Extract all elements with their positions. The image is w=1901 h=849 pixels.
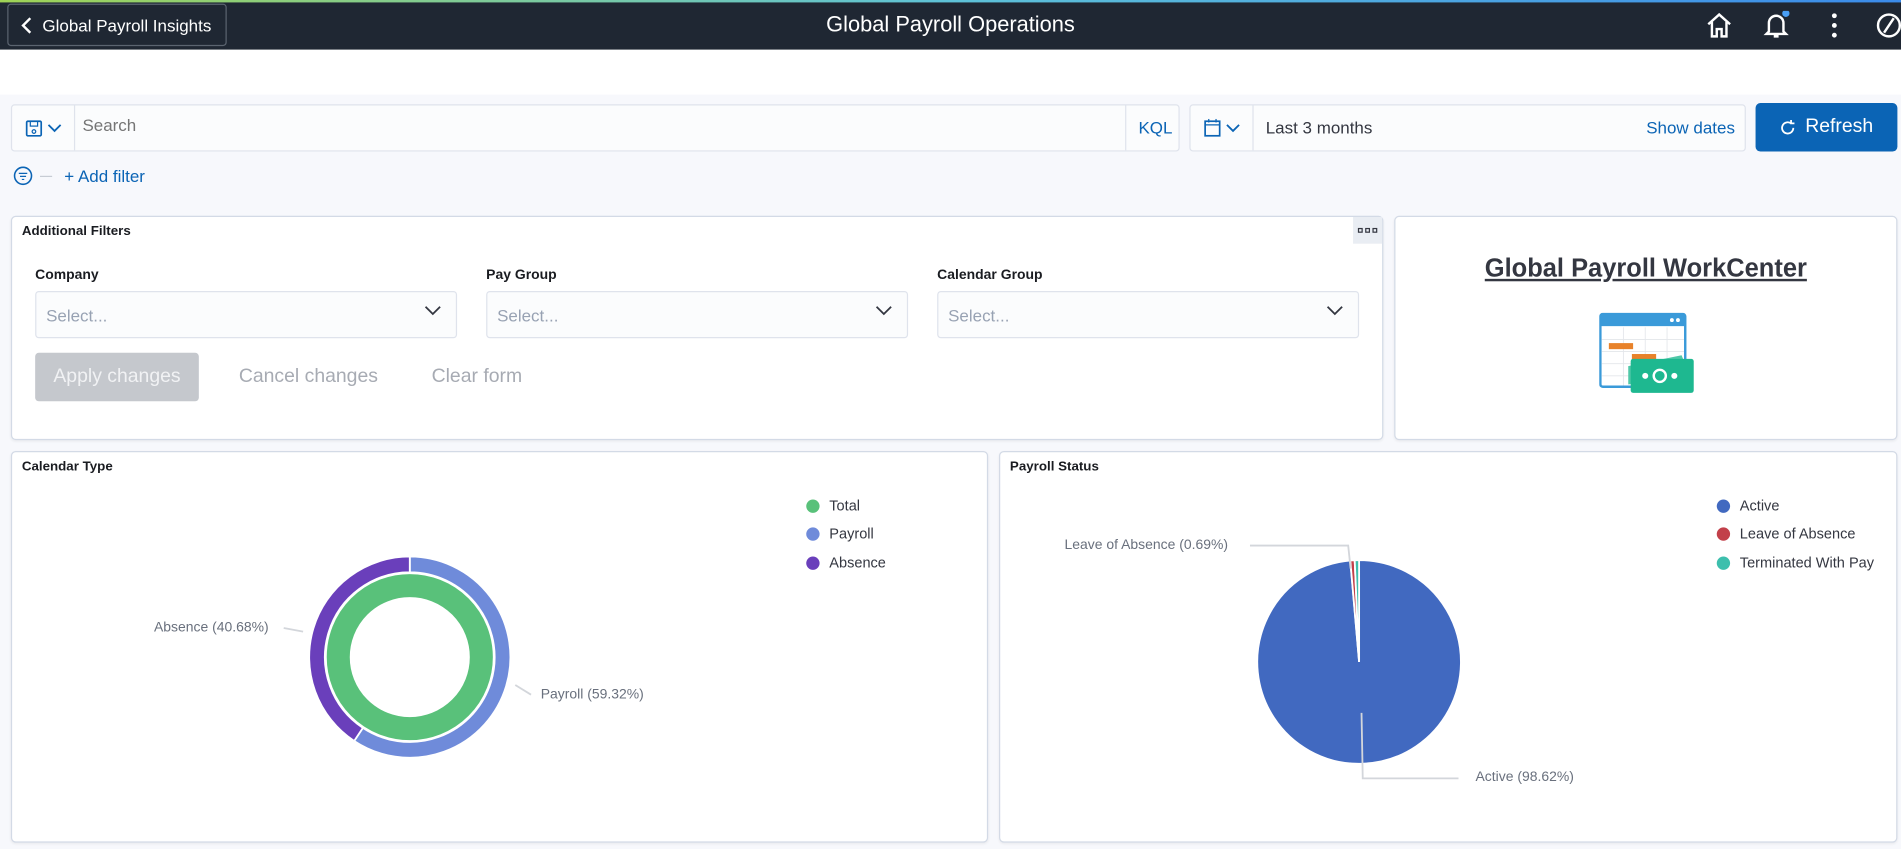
chevron-down-icon [1225, 123, 1240, 132]
legend-item-leave-of-absence[interactable]: Leave of Absence [1716, 524, 1856, 542]
back-label: Global Payroll Insights [42, 15, 212, 35]
calendar-icon [1203, 118, 1220, 137]
leader-line [283, 627, 304, 633]
search-input[interactable] [82, 115, 1113, 135]
pay-group-label: Pay Group [486, 267, 557, 283]
kql-toggle[interactable]: KQL [1125, 105, 1181, 151]
panel-title: Additional Filters [21, 224, 131, 239]
payroll-status-pie-chart [1249, 544, 1462, 780]
workcenter-panel: Global Payroll WorkCenter [1394, 215, 1898, 441]
donut-ring-total[interactable] [326, 574, 493, 741]
calendar-type-donut-chart [283, 555, 532, 759]
legend-item-payroll[interactable]: Payroll [806, 525, 874, 542]
legend-dot [806, 526, 820, 541]
legend-item-absence[interactable]: Absence [806, 554, 886, 571]
panel-options-button[interactable] [1353, 217, 1383, 244]
add-filter-button[interactable]: + Add filter [64, 166, 145, 186]
calendar-group-label: Calendar Group [937, 267, 1043, 283]
home-icon[interactable] [1705, 11, 1734, 40]
save-icon [25, 119, 42, 137]
workcenter-link[interactable]: Global Payroll WorkCenter [1484, 254, 1807, 283]
legend-dot [806, 498, 820, 513]
show-dates-link[interactable]: Show dates [1646, 117, 1735, 138]
chevron-down-icon [1326, 306, 1343, 316]
donut-slice-absence[interactable] [308, 555, 411, 743]
spacer [0, 49, 1901, 95]
pay-group-select[interactable]: Select... [486, 290, 909, 339]
legend-label: Terminated With Pay [1739, 554, 1875, 572]
back-button[interactable]: Global Payroll Insights [7, 3, 227, 47]
additional-filters-panel: Additional Filters Company Pay Group Cal… [10, 215, 1384, 441]
legend-label: Total [829, 497, 861, 515]
pie-slice-terminated-with-pay[interactable] [1353, 559, 1361, 663]
refresh-button[interactable]: Refresh [1755, 103, 1898, 152]
compass-icon[interactable] [1874, 11, 1901, 40]
legend-dot [1716, 526, 1731, 541]
legend-dot [1716, 498, 1731, 513]
payroll-data-label: Payroll (59.32%) [540, 687, 644, 702]
absence-data-label: Absence (40.68%) [153, 620, 269, 636]
legend-item-total[interactable]: Total [806, 497, 860, 514]
clear-form-button[interactable]: Clear form [431, 366, 523, 387]
chevron-down-icon [875, 306, 892, 316]
bell-icon[interactable] [1762, 10, 1791, 40]
panel-title: Calendar Type [21, 459, 113, 475]
leader-line [1360, 712, 1459, 780]
calendar-group-placeholder: Select... [948, 305, 1010, 325]
calendar-type-panel: Calendar Type Absence (40.68%) Payroll (… [10, 451, 989, 843]
legend-item-active[interactable]: Active [1716, 497, 1780, 515]
chevron-left-icon [21, 16, 32, 33]
panel-title: Payroll Status [1009, 459, 1099, 475]
leader-line [1249, 544, 1352, 569]
top-header: Global Payroll Insights Global Payroll O… [0, 0, 1901, 50]
payroll-status-panel: Payroll Status Leave of Absence (0.69%) … [999, 451, 1898, 843]
legend-item-terminated-with-pay[interactable]: Terminated With Pay [1716, 554, 1875, 572]
legend-label: Leave of Absence [1739, 524, 1856, 542]
refresh-icon [1781, 119, 1795, 134]
chevron-down-icon [47, 123, 61, 132]
leader-line [514, 684, 532, 696]
kebab-menu-icon[interactable] [1820, 11, 1849, 40]
legend-dot [806, 555, 820, 570]
cancel-changes-button[interactable]: Cancel changes [238, 366, 378, 387]
saved-query-button[interactable] [12, 105, 76, 151]
leave-of-absence-data-label: Leave of Absence (0.69%) [1064, 538, 1229, 553]
company-label: Company [35, 267, 99, 283]
chevron-down-icon [424, 306, 441, 316]
refresh-label: Refresh [1805, 116, 1874, 138]
page-title: Global Payroll Operations [826, 12, 1075, 37]
date-quick-menu-button[interactable] [1191, 105, 1254, 151]
date-range-value[interactable]: Last 3 months [1265, 117, 1373, 138]
pay-group-placeholder: Select... [497, 305, 559, 325]
legend-label: Payroll [829, 524, 874, 542]
divider [40, 175, 53, 178]
query-bar: KQL [10, 104, 1181, 152]
filter-menu-icon[interactable] [13, 166, 33, 186]
company-select[interactable]: Select... [35, 290, 458, 339]
legend-dot [1716, 555, 1731, 570]
company-placeholder: Select... [46, 305, 108, 325]
active-data-label: Active (98.62%) [1475, 769, 1574, 785]
legend-label: Active [1739, 497, 1780, 515]
calendar-group-select[interactable]: Select... [937, 290, 1360, 339]
payroll-calendar-money-icon[interactable] [1599, 312, 1696, 395]
apply-changes-button[interactable]: Apply changes [35, 352, 199, 402]
legend-label: Absence [829, 554, 886, 572]
date-picker: Last 3 months Show dates [1189, 104, 1746, 152]
